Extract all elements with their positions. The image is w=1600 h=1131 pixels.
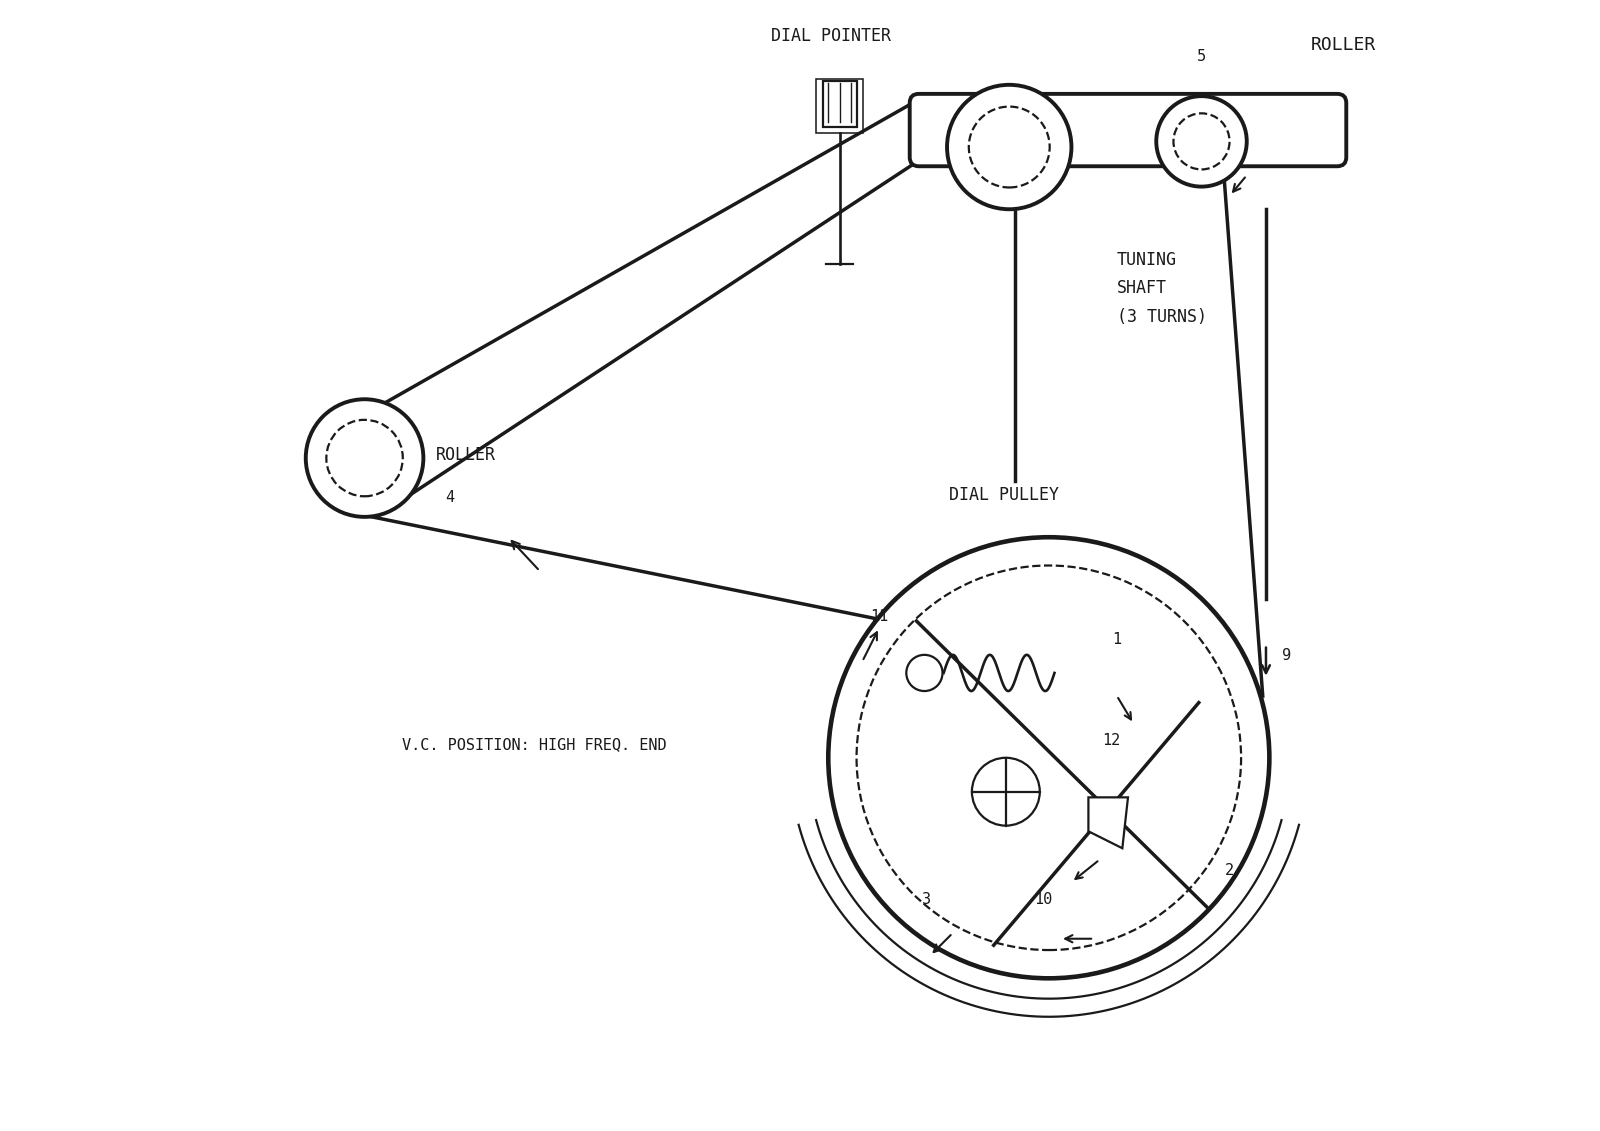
Text: V.C. POSITION: HIGH FREQ. END: V.C. POSITION: HIGH FREQ. END: [402, 736, 667, 752]
Text: DIAL PULLEY: DIAL PULLEY: [949, 486, 1059, 504]
Text: 10: 10: [1034, 891, 1053, 907]
FancyBboxPatch shape: [910, 94, 1346, 166]
Text: 6: 6: [1214, 164, 1222, 180]
Bar: [822, 81, 856, 127]
Text: DIAL POINTER: DIAL POINTER: [771, 27, 891, 45]
Circle shape: [1157, 96, 1246, 187]
Text: 11: 11: [870, 608, 888, 624]
Text: 5: 5: [1197, 49, 1206, 64]
Bar: [816, 79, 864, 133]
Text: 8: 8: [1123, 94, 1133, 110]
Circle shape: [829, 537, 1269, 978]
Text: 2: 2: [1226, 863, 1234, 879]
Text: SHAFT: SHAFT: [1117, 279, 1166, 297]
Text: 7: 7: [968, 94, 976, 110]
Text: 4: 4: [445, 490, 454, 506]
Polygon shape: [1088, 797, 1128, 848]
Text: TUNING: TUNING: [1117, 251, 1176, 269]
Circle shape: [306, 399, 424, 517]
Text: 9: 9: [1282, 648, 1291, 664]
Text: 1: 1: [1112, 631, 1122, 647]
Text: ROLLER: ROLLER: [1312, 36, 1376, 54]
Text: ROLLER: ROLLER: [435, 446, 496, 464]
Text: 12: 12: [1102, 733, 1120, 749]
Circle shape: [947, 85, 1072, 209]
Text: 3: 3: [922, 891, 931, 907]
Text: (3 TURNS): (3 TURNS): [1117, 308, 1206, 326]
